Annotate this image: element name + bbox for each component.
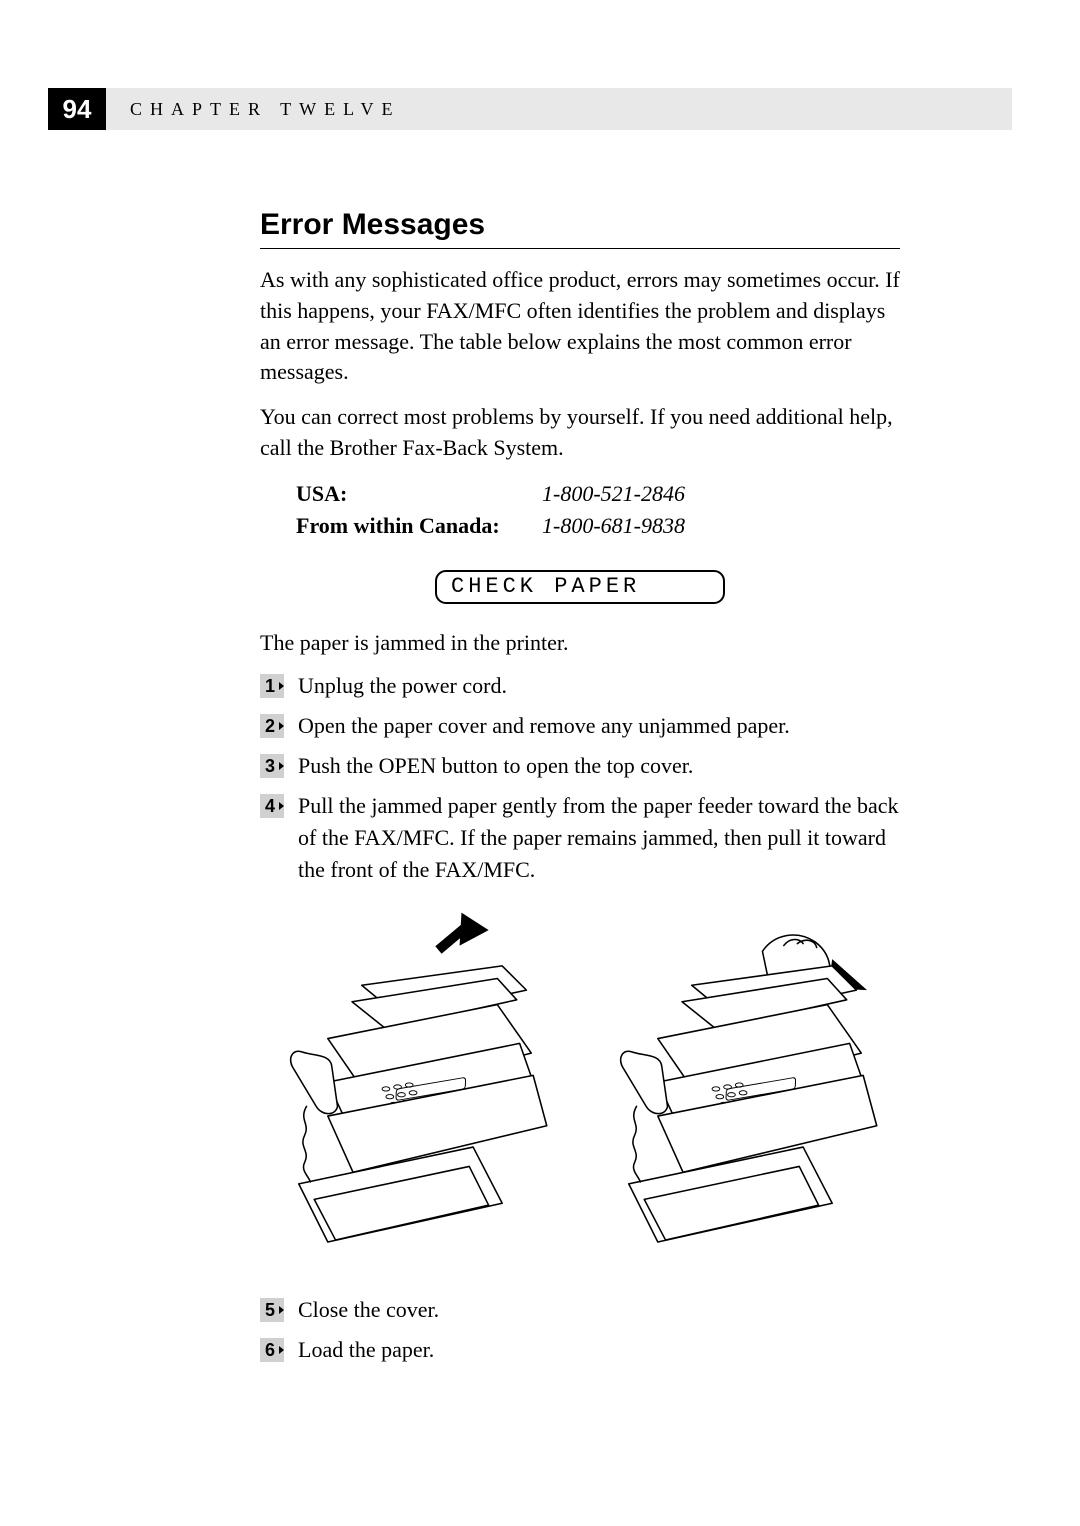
step-number-icon: 2 [260, 714, 284, 738]
printer-illustration [260, 902, 900, 1272]
svg-text:4: 4 [265, 796, 275, 816]
contact-row-usa: USA: 1-800-521-2846 [296, 478, 900, 510]
step-item: 6 Load the paper. [260, 1334, 900, 1366]
contact-row-canada: From within Canada: 1-800-681-9838 [296, 510, 900, 542]
chapter-label: CHAPTER TWELVE [130, 99, 401, 120]
step-item: 4 Pull the jammed paper gently from the … [260, 790, 900, 886]
lcd-text: CHECK PAPER [451, 574, 640, 599]
step-number-icon: 1 [260, 674, 284, 698]
contact-phone: 1-800-521-2846 [542, 478, 685, 510]
svg-text:2: 2 [265, 716, 275, 736]
step-number-icon: 3 [260, 754, 284, 778]
step-text: Close the cover. [298, 1294, 900, 1326]
svg-text:6: 6 [265, 1340, 275, 1360]
page-number: 94 [63, 94, 92, 125]
step-number-icon: 4 [260, 794, 284, 818]
contact-label: From within Canada: [296, 510, 542, 542]
page-number-box: 94 [48, 88, 106, 130]
step-number-icon: 5 [260, 1298, 284, 1322]
step-text: Push the OPEN button to open the top cov… [298, 750, 900, 782]
intro-paragraph-1: As with any sophisticated office product… [260, 265, 900, 388]
svg-text:3: 3 [265, 756, 275, 776]
title-rule [260, 248, 900, 249]
contact-phone: 1-800-681-9838 [542, 510, 685, 542]
step-item: 2 Open the paper cover and remove any un… [260, 710, 900, 742]
step-item: 3 Push the OPEN button to open the top c… [260, 750, 900, 782]
printer-illustration-left [260, 912, 570, 1262]
contact-block: USA: 1-800-521-2846 From within Canada: … [296, 478, 900, 542]
step-item: 1 Unplug the power cord. [260, 670, 900, 702]
steps-after-illustration: 5 Close the cover. 6 Load the paper. [260, 1294, 900, 1366]
svg-text:1: 1 [265, 676, 275, 696]
contact-label: USA: [296, 478, 542, 510]
section-title: Error Messages [260, 208, 900, 242]
step-item: 5 Close the cover. [260, 1294, 900, 1326]
page-header: 94 CHAPTER TWELVE [48, 88, 1012, 130]
intro-paragraph-2: You can correct most problems by yoursel… [260, 402, 900, 464]
svg-text:5: 5 [265, 1300, 275, 1320]
main-content: Error Messages As with any sophisticated… [260, 208, 900, 1373]
step-text: Unplug the power cord. [298, 670, 900, 702]
lcd-display: CHECK PAPER [435, 570, 725, 604]
step-text: Load the paper. [298, 1334, 900, 1366]
printer-illustration-right [590, 912, 900, 1262]
step-number-icon: 6 [260, 1338, 284, 1362]
step-text: Pull the jammed paper gently from the pa… [298, 790, 900, 886]
step-text: Open the paper cover and remove any unja… [298, 710, 900, 742]
steps-before-illustration: 1 Unplug the power cord. 2 Open the pape… [260, 670, 900, 885]
error-lead-in: The paper is jammed in the printer. [260, 628, 900, 659]
